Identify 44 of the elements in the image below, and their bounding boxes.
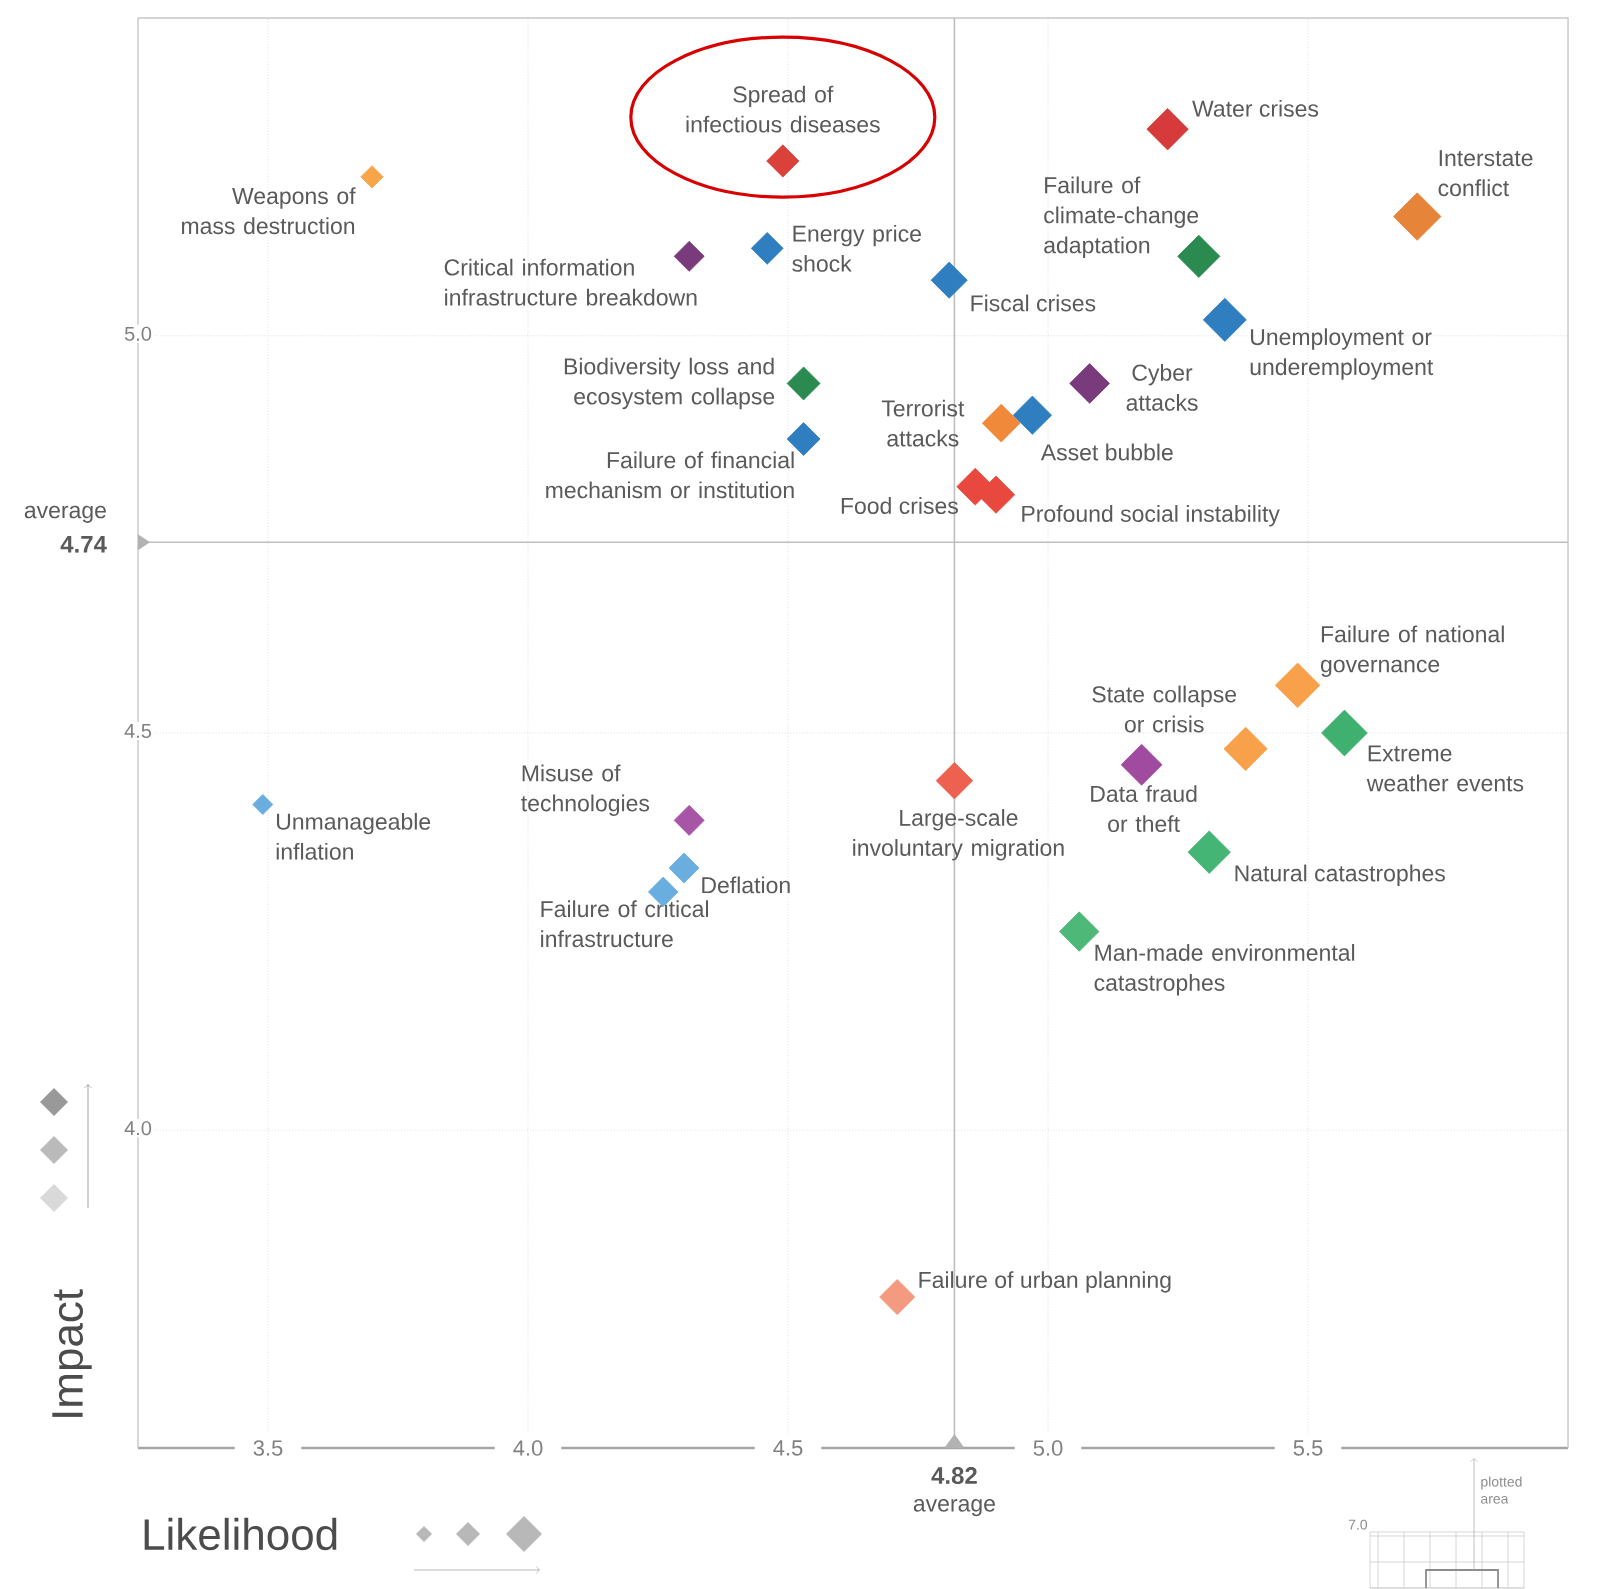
annotation: Misuse of technologies <box>521 764 650 817</box>
annotation: Food crises <box>841 497 958 515</box>
annotation: Critical information infrastructure breakdown <box>444 258 697 306</box>
text: 4.82 <box>931 1467 977 1485</box>
annotation: Extreme weather events <box>1366 745 1524 792</box>
annotation: Weapons of mass destruction <box>182 187 356 235</box>
annotation: Asset bubble <box>1040 443 1173 461</box>
y-axis-title: Impact <box>52 1289 92 1417</box>
annotation: Failure of urban planning <box>919 1271 1171 1293</box>
annotation: Biodiversity loss and ecosystem collapse <box>564 357 775 410</box>
annotation: Water crises <box>1192 99 1319 117</box>
annotation: Fiscal crises <box>971 294 1096 312</box>
annotation: Terrorist attacks <box>881 399 965 447</box>
x-tick-label: 5.5 <box>1293 1440 1323 1456</box>
annotation: Failure of climate-change adaptation <box>1044 176 1199 258</box>
annotation: Man-made environmental catastrophes <box>1094 944 1355 996</box>
x-tick-label: 4.5 <box>773 1440 803 1456</box>
annotation: Unemployment or underemployment <box>1250 328 1434 380</box>
ref-line-label: average <box>24 505 106 523</box>
x-tick-label: 3.5 <box>253 1440 283 1456</box>
annotation: Spread of infectious diseases <box>686 85 880 133</box>
text: plotted area <box>1481 1476 1522 1504</box>
annotation: Interstate conflict <box>1438 150 1533 197</box>
annotation: Failure of national governance <box>1320 625 1504 677</box>
y-tick-label: 4.0 <box>124 1121 152 1136</box>
annotation: Energy price shock <box>792 224 921 272</box>
annotation: Cyber attacks <box>1126 364 1198 411</box>
annotation: State collapse or crisis <box>1092 685 1237 733</box>
annotation: Failure of financial mechanism or institution <box>546 451 794 499</box>
annotation: Unmanageable inflation <box>276 812 431 860</box>
annotation: Profound social instability <box>1022 505 1280 527</box>
y-tick-label: 4.5 <box>124 724 152 738</box>
x-tick-label: 5.0 <box>1033 1440 1063 1456</box>
annotation: Natural catastrophes <box>1235 864 1445 887</box>
text: 7.0 <box>1348 1519 1368 1530</box>
x-tick-label: 4.0 <box>513 1440 543 1456</box>
y-tick-label: 5.0 <box>124 326 152 341</box>
annotation: Data fraud or theft <box>1091 785 1197 833</box>
text: 4.74 <box>60 536 107 553</box>
x-axis-title: Likelihood <box>144 1517 337 1551</box>
annotation: Deflation <box>702 876 790 894</box>
annotation: Failure of critical infrastructure <box>541 900 709 948</box>
annotation: Large-scale involuntary migration <box>853 809 1064 861</box>
ref-line-label: average <box>913 1499 995 1517</box>
